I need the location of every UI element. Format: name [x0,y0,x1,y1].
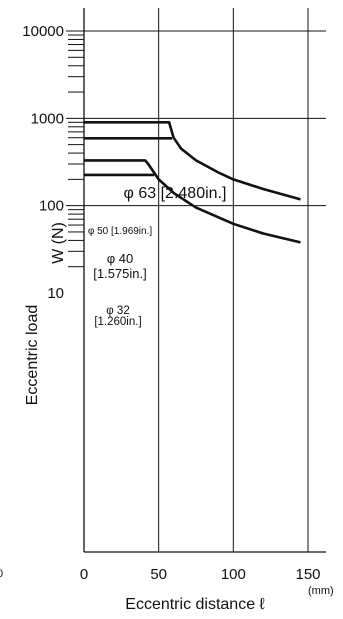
series-label-4: [1.260in.] [94,316,141,328]
series-lines [84,121,301,244]
x-tick-labels: 0 50 100 150 [80,566,321,583]
y-tick-label: 10000 [22,23,64,40]
x-tick-label: 100 [221,566,246,583]
series-labels: φ 63 [2.480in.] φ 50 [1.969in.] φ 40[1.575… [88,185,227,328]
series-label-3: φ 40 [107,251,134,266]
y-tick-label: 1000 [31,110,64,127]
y-tick-label: 10 [47,285,64,302]
x-tick-label: 150 [295,566,320,583]
series-line-1 [84,121,301,201]
left-edge-fragment-top: 0 [0,568,3,580]
left-edge-fragment-bottom: ) [0,583,1,595]
y-axis-unit-label: W (N) [50,222,67,264]
y-tick-label: 100 [39,198,64,215]
y-axis-label: Eccentric load [24,305,41,406]
grid [66,8,326,553]
x-tick-label: 0 [80,566,88,583]
x-axis-unit: (mm) [308,585,334,597]
x-tick-label: 50 [150,566,167,583]
series-label-2: φ 50 [1.969in.] [88,226,153,237]
series-label-4: φ 32 [106,305,129,317]
y-tick-labels: 10 100 1000 10000 [22,23,64,302]
x-axis-label: Eccentric distance ℓ [125,596,264,613]
series-line-3 [84,159,301,244]
series-label-3: [1.575in.] [93,266,147,281]
series-label-1: φ 63 [2.480in.] [124,185,227,202]
minor-ticks [68,34,84,268]
